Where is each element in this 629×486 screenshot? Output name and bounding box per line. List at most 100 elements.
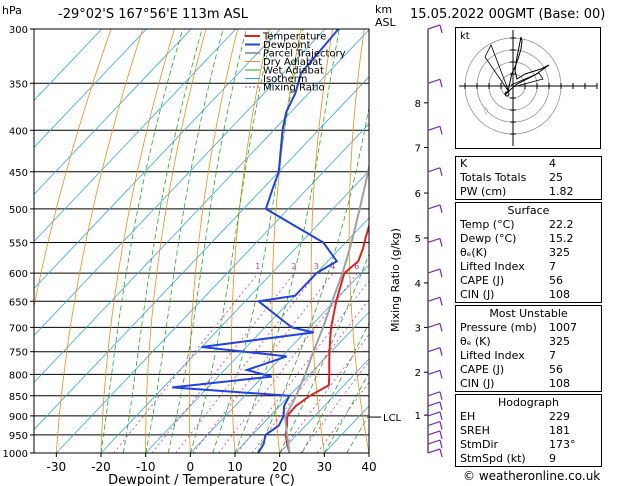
header-units-km: km xyxy=(375,3,393,16)
mixing-ratio-label: 4 xyxy=(330,262,335,271)
wind-barb xyxy=(427,237,441,244)
dry-adiabat-line xyxy=(618,29,629,453)
km-tick-label: 1 xyxy=(415,411,421,422)
wind-barb-feather xyxy=(439,126,443,135)
hodograph-table-panel: Hodograph EH 229 SREH 181 StmDir 173° StmSp… xyxy=(455,394,602,467)
isotherm-line xyxy=(190,264,369,453)
index-row-pw: PW (cm) 1.82 xyxy=(460,185,574,198)
pressure-tick-label: 800 xyxy=(9,370,28,381)
wind-barb xyxy=(427,78,441,84)
km-tick-label: 4 xyxy=(415,279,421,290)
wet-adiabat-line xyxy=(122,29,203,453)
wind-barb-feather xyxy=(439,347,443,356)
temperature-tick-label: 40 xyxy=(361,460,376,474)
wind-barb-feather xyxy=(439,439,443,449)
mixing-ratio-line xyxy=(113,272,259,453)
pressure-tick-label: 850 xyxy=(9,392,28,403)
credit-text: © weatheronline.co.uk xyxy=(463,469,601,483)
surface-panel: Surface Temp (°C) 22.2 Dewp (°C) 15.2 θₑ(K… xyxy=(455,202,602,303)
wet-adiabat-line xyxy=(256,105,369,453)
series-parcel-trajectory xyxy=(284,162,369,453)
mixing-ratio-line xyxy=(236,280,369,453)
wet-adiabat-line xyxy=(323,372,369,453)
wind-barb xyxy=(427,430,441,436)
hodograph-table-title: Hodograph xyxy=(498,396,559,409)
svg-text:◊: ◊ xyxy=(484,106,488,115)
wind-barb xyxy=(427,296,441,302)
mixing-ratio-label: 2 xyxy=(291,262,296,271)
wet-adiabat-line xyxy=(301,322,369,453)
legend-entry: Dewpoint xyxy=(263,40,311,51)
hodograph: kt ◊ xyxy=(455,27,601,149)
isotherm-line xyxy=(34,76,369,431)
wind-barb xyxy=(427,448,441,454)
mixing-ratio-label: 1 xyxy=(255,262,260,271)
wet-adiabat-line xyxy=(167,29,247,453)
km-tick-label: 6 xyxy=(415,189,421,200)
mixing-ratio-line xyxy=(251,298,369,453)
km-tick-label: 8 xyxy=(415,99,421,110)
index-row-totals: Totals Totals 25 xyxy=(460,171,563,184)
km-tick-label: 2 xyxy=(415,368,421,379)
wind-barb xyxy=(427,167,441,173)
series-dewpoint xyxy=(172,29,340,453)
pressure-tick-label: 300 xyxy=(9,25,28,36)
legend-entry: Parcel Trajectory xyxy=(263,49,346,60)
wind-barb xyxy=(427,347,441,353)
dry-adiabat-line xyxy=(100,29,175,453)
wind-barb-feather xyxy=(439,24,443,34)
legend-entry: Temperature xyxy=(262,32,326,43)
pressure-tick-label: 500 xyxy=(9,205,28,216)
legend-entry: Wet Adiabat xyxy=(263,66,324,77)
temperature-tick-label: 0 xyxy=(187,460,195,474)
wet-adiabat-line xyxy=(145,29,224,453)
km-tick-label: 5 xyxy=(415,234,421,245)
temperature-tick-label: 30 xyxy=(317,460,332,474)
isotherm-line xyxy=(34,29,192,195)
x-axis-title: Dewpoint / Temperature (°C) xyxy=(108,473,295,486)
isotherm-line xyxy=(34,29,147,148)
wind-barb xyxy=(427,411,441,417)
plot-frame xyxy=(33,28,370,454)
wet-adiabat-line xyxy=(189,29,273,453)
wind-barb xyxy=(427,268,441,274)
wet-adiabat-line xyxy=(234,29,340,453)
pressure-tick-label: 350 xyxy=(9,79,28,90)
wind-barb xyxy=(427,24,441,30)
wind-barb-feather xyxy=(439,448,443,458)
wind-barb-feather xyxy=(439,323,443,332)
dry-adiabat-line xyxy=(188,29,239,453)
header-units-hpa: hPa xyxy=(2,4,22,17)
header-datetime: 15.05.2022 00GMT (Base: 00) xyxy=(410,7,606,22)
temperature-tick-label: -20 xyxy=(91,460,111,474)
mixing-ratio-line xyxy=(279,333,369,453)
dry-adiabat-line xyxy=(230,29,270,453)
isotherm-line xyxy=(34,29,103,101)
pressure-tick-label: 600 xyxy=(9,269,28,280)
wind-barb-feather xyxy=(439,167,443,176)
pressure-tick-label: 550 xyxy=(9,238,28,249)
wet-adiabat-line xyxy=(279,253,369,453)
isotherm-line xyxy=(56,123,369,453)
pressure-tick-label: 700 xyxy=(9,323,28,334)
wind-barb-feather xyxy=(439,297,443,306)
mixing-ratio-label: 15 xyxy=(412,262,422,271)
wind-barb-feather xyxy=(439,204,443,214)
temperature-tick-label: -10 xyxy=(136,460,156,474)
isotherm-line xyxy=(34,29,281,290)
wind-barb xyxy=(427,439,441,445)
wind-barb xyxy=(427,391,441,397)
header-units-asl: ASL xyxy=(375,16,396,29)
km-tick-label: 3 xyxy=(415,323,421,334)
wind-barb xyxy=(427,125,441,131)
wind-barb-feather xyxy=(439,268,443,278)
wind-barb-feather xyxy=(439,79,443,88)
wind-barb xyxy=(427,401,441,407)
pressure-tick-label: 950 xyxy=(9,431,28,442)
wind-barb xyxy=(427,420,441,427)
pressure-tick-label: 450 xyxy=(9,168,28,179)
mixing-ratio-line xyxy=(316,381,369,453)
